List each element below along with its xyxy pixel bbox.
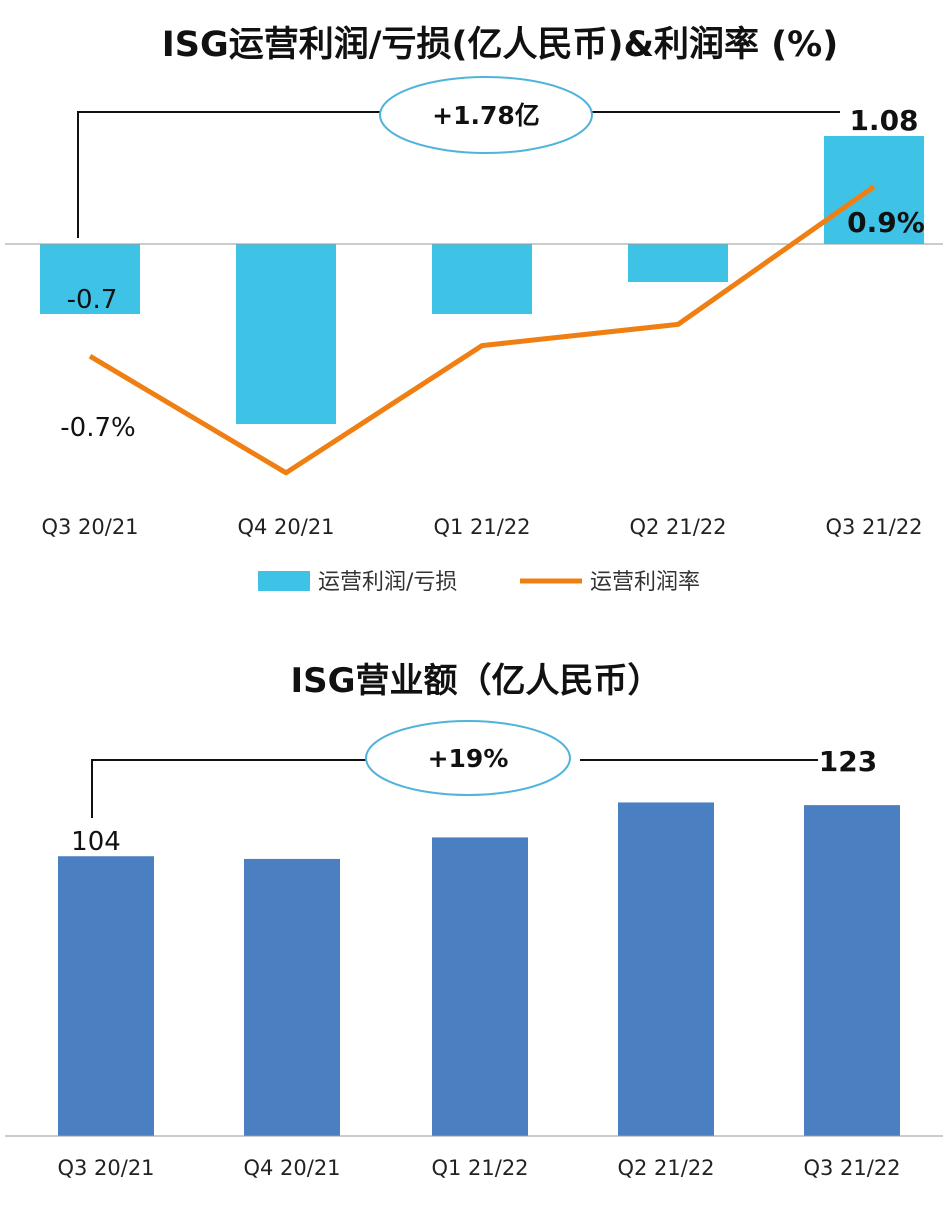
bar-revenue-3 [432, 837, 528, 1136]
bar-revenue-5 [804, 805, 900, 1136]
chart2-x-tick-4: Q2 21/22 [617, 1156, 714, 1180]
chart1-callout-bubble [379, 76, 593, 154]
chart1-x-tick-4: Q2 21/22 [629, 515, 726, 539]
chart2-callout-text: +19% [428, 744, 509, 773]
chart1-title: ISG运营利润/亏损(亿人民币)&利润率 (%) [162, 25, 839, 65]
bar-label-first: -0.7 [67, 285, 118, 315]
chart1-callout-left-bracket [77, 111, 380, 238]
bar-operating-profit-1 [40, 244, 140, 314]
bar-revenue-4 [618, 802, 714, 1136]
legend-bar-label: 运营利润/亏损 [318, 570, 457, 595]
legend-bar-swatch [258, 571, 310, 591]
chart2-bar-label-last: 123 [819, 745, 877, 778]
legend-line-label: 运营利润率 [590, 570, 700, 595]
chart2-title: ISG营业额（亿人民币） [290, 661, 661, 701]
chart1-callout-text: +1.78亿 [432, 101, 540, 130]
bar-revenue-1 [58, 856, 154, 1136]
chart2-x-tick-2: Q4 20/21 [243, 1156, 340, 1180]
bar-operating-profit-5 [824, 136, 924, 244]
line-label-last: 0.9% [847, 206, 925, 239]
chart2-callout-left-bracket [91, 759, 368, 818]
bar-revenue-2 [244, 858, 340, 1136]
chart1-x-tick-1: Q3 20/21 [41, 515, 138, 539]
chart2-bar-label-first: 104 [71, 827, 121, 857]
chart2-x-tick-3: Q1 21/22 [431, 1156, 528, 1180]
chart2-callout-bubble [365, 720, 571, 796]
chart1-x-tick-2: Q4 20/21 [237, 515, 334, 539]
chart2-x-tick-5: Q3 21/22 [803, 1156, 900, 1180]
chart2-x-tick-1: Q3 20/21 [57, 1156, 154, 1180]
bar-operating-profit-3 [432, 244, 532, 314]
bar-operating-profit-4 [628, 244, 728, 282]
line-operating-margin [88, 184, 876, 476]
chart1-x-tick-5: Q3 21/22 [825, 515, 922, 539]
line-label-first: -0.7% [60, 413, 135, 443]
chart1-x-tick-3: Q1 21/22 [433, 515, 530, 539]
bar-label-last: 1.08 [849, 104, 918, 137]
bar-operating-profit-2 [236, 244, 336, 424]
